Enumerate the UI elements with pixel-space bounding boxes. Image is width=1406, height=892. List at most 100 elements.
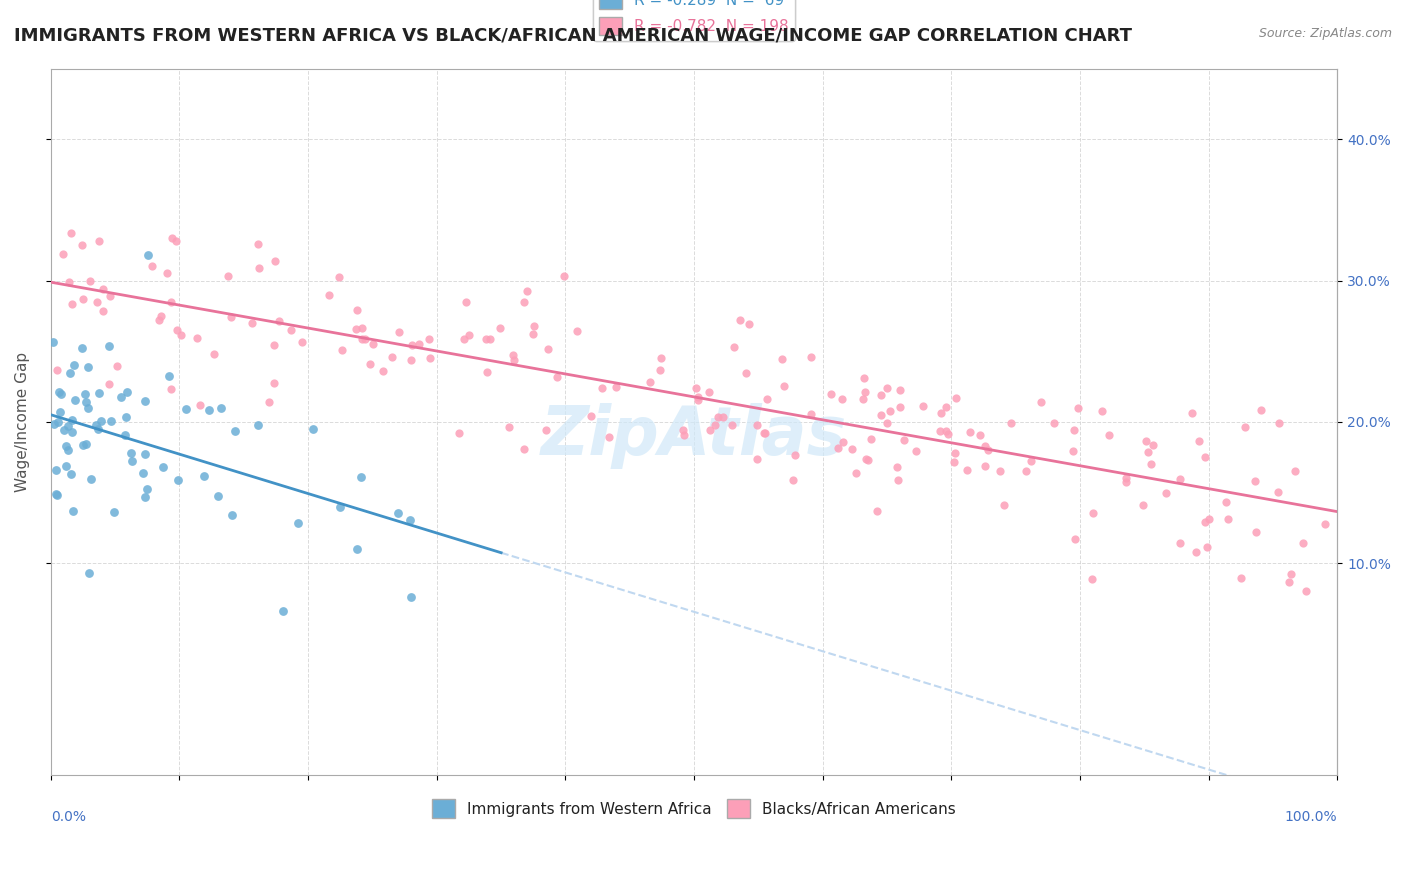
Point	[489, 321, 512, 335]
Point	[832, 434, 855, 449]
Point	[565, 324, 588, 338]
Point	[747, 452, 769, 467]
Point	[1195, 540, 1218, 554]
Point	[783, 448, 806, 462]
Point	[42, 334, 65, 349]
Point	[73, 386, 96, 401]
Text: IMMIGRANTS FROM WESTERN AFRICA VS BLACK/AFRICAN AMERICAN WAGE/INCOME GAP CORRELA: IMMIGRANTS FROM WESTERN AFRICA VS BLACK/…	[14, 27, 1132, 45]
Point	[75, 395, 97, 409]
Point	[381, 350, 404, 364]
Point	[945, 392, 967, 406]
Point	[831, 392, 853, 406]
Point	[70, 341, 93, 355]
Point	[159, 295, 181, 310]
Point	[344, 322, 367, 336]
Point	[87, 422, 110, 436]
Point	[75, 437, 97, 451]
Point	[257, 395, 280, 409]
Point	[58, 442, 80, 457]
Point	[1081, 507, 1104, 521]
Point	[852, 392, 875, 407]
Point	[1244, 474, 1267, 488]
Point	[929, 406, 952, 420]
Point	[86, 295, 108, 310]
Point	[287, 516, 309, 531]
Point	[134, 394, 156, 409]
Point	[956, 463, 979, 477]
Point	[876, 381, 898, 395]
Point	[855, 451, 877, 466]
Point	[399, 353, 422, 368]
Point	[246, 418, 269, 433]
Point	[579, 409, 602, 423]
Point	[977, 443, 1000, 458]
Point	[904, 443, 927, 458]
Point	[120, 446, 142, 460]
Point	[638, 375, 661, 389]
Point	[188, 398, 211, 412]
Point	[1062, 443, 1084, 458]
Point	[134, 490, 156, 504]
Legend: R = -0.289  N =  69, R = -0.782  N = 198: R = -0.289 N = 69, R = -0.782 N = 198	[593, 0, 796, 41]
Point	[46, 363, 69, 377]
Point	[62, 359, 84, 373]
Point	[1043, 416, 1066, 430]
Point	[100, 414, 122, 428]
Point	[217, 269, 239, 284]
Point	[800, 407, 823, 421]
Point	[77, 359, 100, 374]
Point	[453, 332, 475, 346]
Point	[134, 447, 156, 461]
Point	[1194, 515, 1216, 529]
Point	[969, 427, 991, 442]
Point	[876, 417, 898, 431]
Point	[591, 381, 613, 395]
Point	[352, 332, 374, 346]
Point	[58, 275, 80, 289]
Point	[1081, 572, 1104, 586]
Point	[399, 513, 422, 527]
Point	[271, 604, 294, 618]
Point	[853, 385, 876, 400]
Point	[1115, 471, 1137, 485]
Y-axis label: Wage/Income Gap: Wage/Income Gap	[15, 351, 30, 491]
Point	[475, 365, 498, 379]
Point	[361, 336, 384, 351]
Point	[202, 347, 225, 361]
Point	[45, 487, 67, 501]
Point	[136, 483, 159, 497]
Point	[87, 234, 110, 248]
Point	[419, 351, 441, 365]
Point	[291, 334, 314, 349]
Point	[302, 422, 325, 436]
Point	[536, 424, 558, 438]
Point	[721, 418, 744, 433]
Point	[52, 247, 75, 261]
Point	[160, 383, 183, 397]
Point	[841, 442, 863, 456]
Point	[523, 318, 546, 333]
Point	[685, 381, 707, 395]
Point	[478, 332, 501, 346]
Point	[219, 310, 242, 325]
Point	[329, 500, 352, 514]
Point	[401, 590, 423, 604]
Point	[193, 469, 215, 483]
Point	[447, 426, 470, 441]
Point	[973, 459, 995, 474]
Point	[498, 420, 520, 434]
Point	[328, 269, 350, 284]
Point	[773, 379, 796, 393]
Point	[738, 317, 761, 331]
Point	[115, 410, 138, 425]
Point	[80, 472, 103, 486]
Point	[89, 386, 111, 401]
Point	[605, 379, 627, 393]
Point	[198, 402, 221, 417]
Point	[537, 342, 560, 356]
Text: ZipAtlas: ZipAtlas	[541, 403, 848, 469]
Point	[859, 433, 882, 447]
Point	[98, 377, 121, 392]
Point	[800, 350, 823, 364]
Point	[959, 425, 981, 439]
